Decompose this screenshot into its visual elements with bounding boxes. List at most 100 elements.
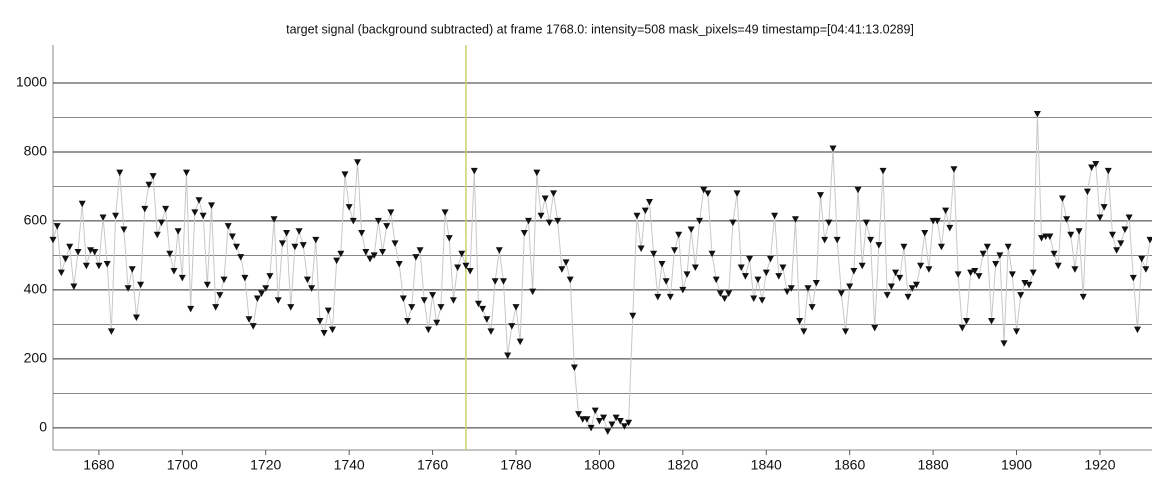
point-marker (141, 205, 149, 213)
point-marker (124, 285, 132, 292)
point-marker (1054, 262, 1062, 270)
point-marker (587, 424, 595, 432)
point-marker (904, 293, 912, 301)
point-marker (1113, 247, 1121, 254)
point-marker (1133, 326, 1141, 334)
point-marker (1129, 274, 1137, 282)
point-marker (771, 212, 779, 220)
point-marker (291, 243, 299, 251)
point-marker (387, 209, 395, 216)
point-marker (1017, 292, 1025, 299)
point-marker (967, 269, 975, 277)
point-marker (533, 169, 541, 177)
point-marker (437, 304, 445, 311)
point-marker (379, 248, 387, 256)
point-marker (950, 166, 958, 173)
point-marker (103, 261, 111, 268)
point-marker (983, 243, 991, 251)
point-marker (721, 295, 729, 303)
point-marker (195, 197, 203, 204)
point-marker (116, 169, 124, 177)
point-marker (454, 264, 462, 272)
point-marker (750, 295, 758, 303)
point-marker (1104, 167, 1112, 175)
point-marker (362, 248, 370, 256)
point-marker (420, 297, 428, 304)
point-marker (1088, 164, 1096, 171)
point-marker (846, 283, 854, 290)
x-tick-label: 1760 (417, 457, 448, 473)
point-marker (1096, 214, 1104, 221)
point-marker (996, 252, 1004, 259)
point-marker (675, 231, 683, 239)
x-tick-label: 1700 (167, 457, 198, 473)
point-marker (408, 304, 416, 311)
point-marker (992, 261, 1000, 268)
point-marker (808, 304, 816, 311)
point-marker (358, 230, 366, 237)
point-marker (249, 323, 257, 330)
point-marker (187, 305, 195, 313)
point-marker (691, 264, 699, 272)
point-marker (182, 169, 190, 177)
point-marker (1092, 161, 1100, 168)
point-marker (153, 231, 161, 239)
point-marker (962, 317, 970, 325)
point-marker (525, 217, 533, 225)
point-marker (650, 250, 658, 258)
point-marker (1146, 236, 1152, 244)
point-marker (825, 219, 833, 227)
point-marker (600, 414, 608, 422)
point-marker (892, 269, 900, 277)
point-marker (320, 330, 328, 337)
point-marker (754, 276, 762, 284)
point-marker (725, 290, 733, 297)
point-marker (625, 419, 633, 427)
chart-title: target signal (background subtracted) at… (286, 22, 914, 36)
point-marker (349, 217, 357, 225)
point-marker (1008, 271, 1016, 278)
point-marker (887, 283, 895, 290)
point-marker (783, 288, 791, 296)
point-marker (166, 250, 174, 258)
point-marker (262, 285, 270, 292)
point-marker (216, 292, 224, 299)
point-marker (370, 252, 378, 259)
point-marker (641, 207, 649, 215)
point-marker (316, 317, 324, 325)
point-marker (837, 290, 845, 297)
point-marker (203, 281, 211, 289)
point-marker (241, 274, 249, 282)
point-marker (491, 278, 499, 285)
point-marker (145, 181, 153, 189)
point-marker (787, 285, 795, 292)
point-marker (208, 202, 216, 209)
point-marker (712, 276, 720, 284)
point-marker (987, 317, 995, 325)
point-marker (917, 262, 925, 270)
point-marker (74, 248, 82, 256)
point-marker (954, 271, 962, 278)
point-marker (170, 267, 178, 275)
point-marker (883, 292, 891, 299)
point-marker (504, 352, 512, 359)
point-marker (337, 250, 345, 258)
point-marker (424, 326, 432, 334)
point-marker (687, 226, 695, 234)
point-marker (779, 264, 787, 272)
point-marker (1138, 255, 1146, 263)
point-marker (604, 428, 612, 435)
point-marker (333, 257, 341, 265)
point-marker (896, 274, 904, 282)
series-line (52, 113, 1151, 433)
point-marker (78, 200, 86, 208)
point-marker (237, 254, 245, 261)
point-marker (416, 247, 424, 254)
point-marker (162, 205, 170, 213)
point-marker (399, 295, 407, 303)
point-marker (958, 324, 966, 332)
point-marker (404, 317, 412, 325)
point-marker (149, 173, 157, 180)
point-marker (483, 316, 491, 323)
point-marker (53, 223, 61, 230)
